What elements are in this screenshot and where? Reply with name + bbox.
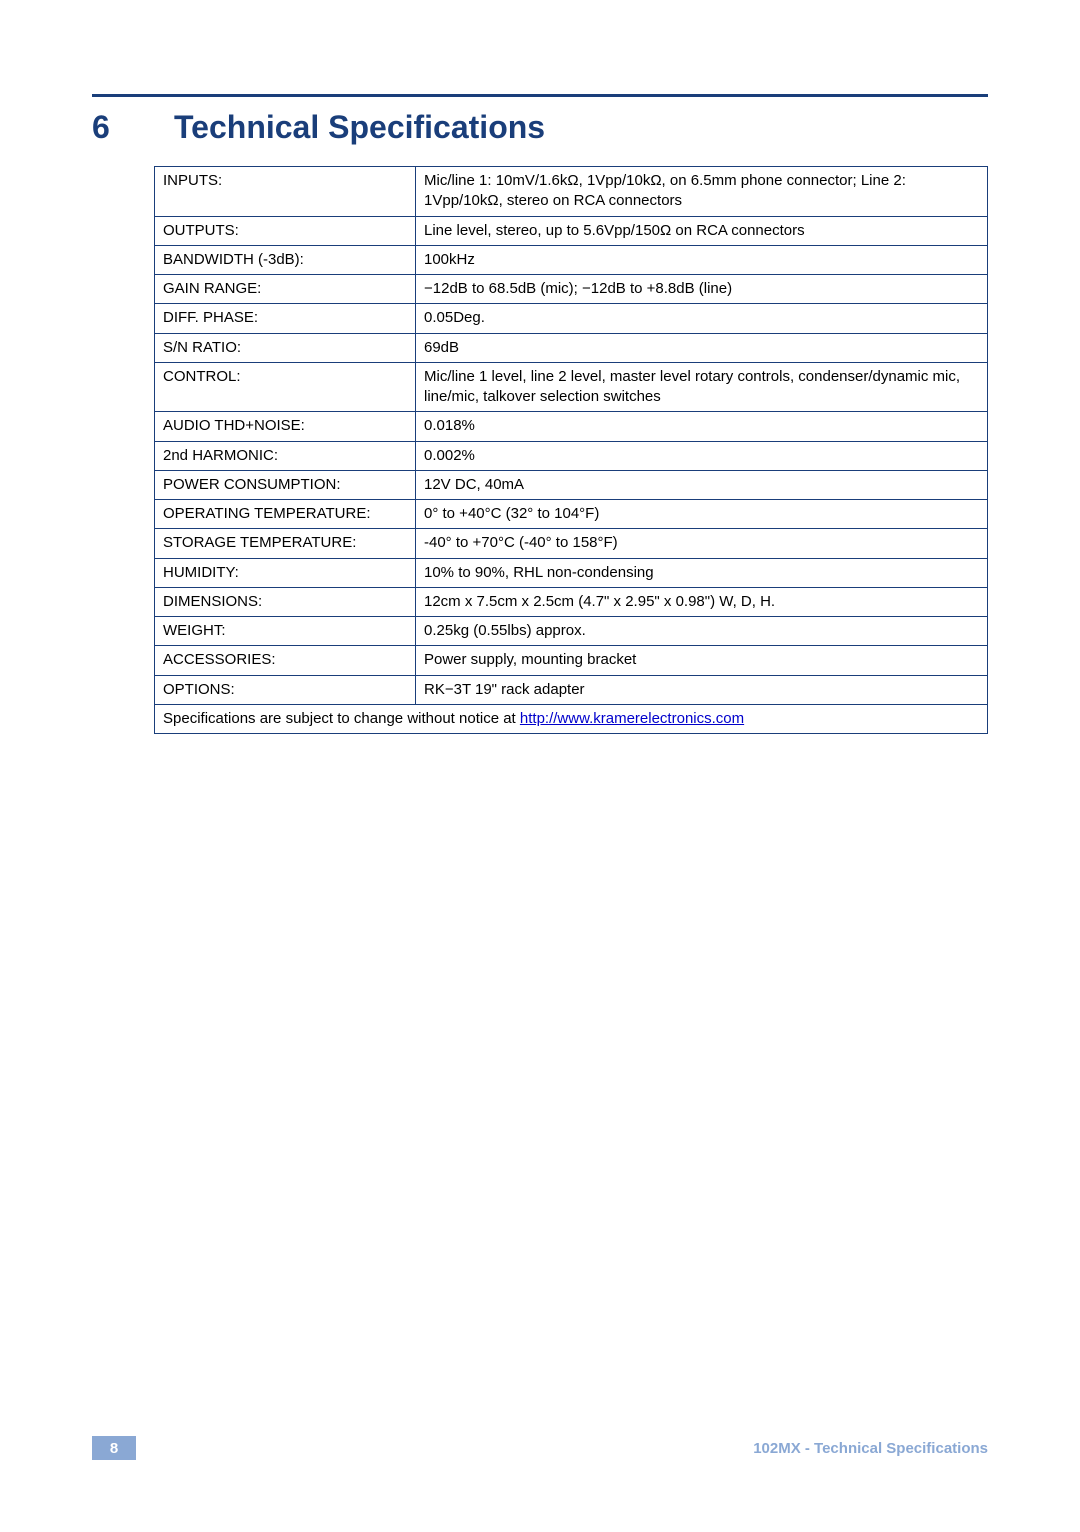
table-row: S/N RATIO:69dB bbox=[155, 333, 988, 362]
spec-label: HUMIDITY: bbox=[155, 558, 416, 587]
table-row: 2nd HARMONIC:0.002% bbox=[155, 441, 988, 470]
table-row: GAIN RANGE:−12dB to 68.5dB (mic); −12dB … bbox=[155, 275, 988, 304]
spec-value: 12V DC, 40mA bbox=[416, 470, 988, 499]
table-row: AUDIO THD+NOISE:0.018% bbox=[155, 412, 988, 441]
spec-value: Line level, stereo, up to 5.6Vpp/150Ω on… bbox=[416, 216, 988, 245]
spec-value: RK−3T 19" rack adapter bbox=[416, 675, 988, 704]
spec-label: STORAGE TEMPERATURE: bbox=[155, 529, 416, 558]
section-title: Technical Specifications bbox=[174, 109, 545, 146]
spec-value: 10% to 90%, RHL non-condensing bbox=[416, 558, 988, 587]
spec-value: -40° to +70°C (-40° to 158°F) bbox=[416, 529, 988, 558]
heading-rule bbox=[92, 94, 988, 97]
spec-label: GAIN RANGE: bbox=[155, 275, 416, 304]
spec-table: INPUTS:Mic/line 1: 10mV/1.6kΩ, 1Vpp/10kΩ… bbox=[154, 166, 988, 734]
spec-value: 0.05Deg. bbox=[416, 304, 988, 333]
table-row: OUTPUTS:Line level, stereo, up to 5.6Vpp… bbox=[155, 216, 988, 245]
spec-label: WEIGHT: bbox=[155, 617, 416, 646]
spec-label: DIFF. PHASE: bbox=[155, 304, 416, 333]
table-row: HUMIDITY:10% to 90%, RHL non-condensing bbox=[155, 558, 988, 587]
spec-value: 100kHz bbox=[416, 245, 988, 274]
spec-label: OPERATING TEMPERATURE: bbox=[155, 500, 416, 529]
section-heading: 6 Technical Specifications bbox=[92, 109, 988, 146]
table-row: OPERATING TEMPERATURE:0° to +40°C (32° t… bbox=[155, 500, 988, 529]
spec-label: 2nd HARMONIC: bbox=[155, 441, 416, 470]
table-row: BANDWIDTH (-3dB):100kHz bbox=[155, 245, 988, 274]
spec-label: BANDWIDTH (-3dB): bbox=[155, 245, 416, 274]
spec-value: 0° to +40°C (32° to 104°F) bbox=[416, 500, 988, 529]
section-number: 6 bbox=[92, 109, 174, 146]
spec-table-body: INPUTS:Mic/line 1: 10mV/1.6kΩ, 1Vpp/10kΩ… bbox=[155, 167, 988, 734]
spec-label: INPUTS: bbox=[155, 167, 416, 217]
spec-value: Mic/line 1 level, line 2 level, master l… bbox=[416, 362, 988, 412]
notice-link[interactable]: http://www.kramerelectronics.com bbox=[520, 710, 744, 727]
spec-label: DIMENSIONS: bbox=[155, 587, 416, 616]
spec-value: −12dB to 68.5dB (mic); −12dB to +8.8dB (… bbox=[416, 275, 988, 304]
table-row: Specifications are subject to change wit… bbox=[155, 704, 988, 733]
table-row: ACCESSORIES:Power supply, mounting brack… bbox=[155, 646, 988, 675]
spec-label: OPTIONS: bbox=[155, 675, 416, 704]
table-row: OPTIONS:RK−3T 19" rack adapter bbox=[155, 675, 988, 704]
spec-value: Power supply, mounting bracket bbox=[416, 646, 988, 675]
spec-value: 0.25kg (0.55lbs) approx. bbox=[416, 617, 988, 646]
spec-notice-cell: Specifications are subject to change wit… bbox=[155, 704, 988, 733]
content-area: 6 Technical Specifications INPUTS:Mic/li… bbox=[92, 94, 988, 734]
spec-label: ACCESSORIES: bbox=[155, 646, 416, 675]
spec-label: CONTROL: bbox=[155, 362, 416, 412]
spec-value: 69dB bbox=[416, 333, 988, 362]
table-row: DIFF. PHASE:0.05Deg. bbox=[155, 304, 988, 333]
table-row: STORAGE TEMPERATURE:-40° to +70°C (-40° … bbox=[155, 529, 988, 558]
page: 6 Technical Specifications INPUTS:Mic/li… bbox=[0, 0, 1080, 1532]
spec-label: OUTPUTS: bbox=[155, 216, 416, 245]
footer-title: 102MX - Technical Specifications bbox=[753, 1440, 988, 1457]
spec-value: 12cm x 7.5cm x 2.5cm (4.7" x 2.95" x 0.9… bbox=[416, 587, 988, 616]
table-row: POWER CONSUMPTION:12V DC, 40mA bbox=[155, 470, 988, 499]
table-row: WEIGHT:0.25kg (0.55lbs) approx. bbox=[155, 617, 988, 646]
table-row: DIMENSIONS:12cm x 7.5cm x 2.5cm (4.7" x … bbox=[155, 587, 988, 616]
page-footer: 8 102MX - Technical Specifications bbox=[92, 1436, 988, 1460]
table-row: CONTROL:Mic/line 1 level, line 2 level, … bbox=[155, 362, 988, 412]
page-number-badge: 8 bbox=[92, 1436, 136, 1460]
spec-label: S/N RATIO: bbox=[155, 333, 416, 362]
spec-label: AUDIO THD+NOISE: bbox=[155, 412, 416, 441]
spec-value: 0.018% bbox=[416, 412, 988, 441]
table-row: INPUTS:Mic/line 1: 10mV/1.6kΩ, 1Vpp/10kΩ… bbox=[155, 167, 988, 217]
spec-value: 0.002% bbox=[416, 441, 988, 470]
page-number: 8 bbox=[110, 1440, 118, 1457]
spec-label: POWER CONSUMPTION: bbox=[155, 470, 416, 499]
spec-value: Mic/line 1: 10mV/1.6kΩ, 1Vpp/10kΩ, on 6.… bbox=[416, 167, 988, 217]
notice-text: Specifications are subject to change wit… bbox=[163, 710, 520, 727]
